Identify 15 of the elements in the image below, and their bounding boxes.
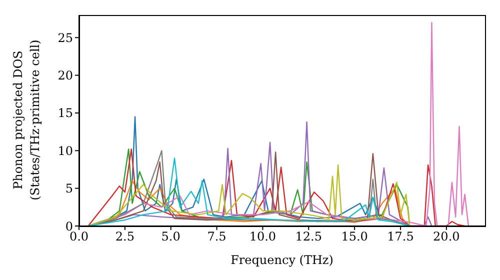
x-tick-label: 12.5 <box>295 230 322 244</box>
x-tick-label: 15.0 <box>341 230 368 244</box>
x-tick-label: 7.5 <box>207 230 226 244</box>
x-axis-title: Frequency (THz) <box>230 253 334 267</box>
y-tick-label: 10 <box>58 144 73 158</box>
x-tick-label: 10.0 <box>249 230 276 244</box>
y-tick-label: 20 <box>58 68 73 83</box>
x-tick-label: 5.0 <box>161 230 180 244</box>
y-tick-label: 25 <box>58 30 73 45</box>
y-axis-title: Phonon projected DOS (States/THz·primitive cell) <box>11 40 42 200</box>
y-tick-label: 15 <box>58 106 73 120</box>
x-tick-label: 17.5 <box>387 230 414 244</box>
y-tick-label: 5 <box>65 182 73 196</box>
x-tick-label: 20.0 <box>433 230 460 244</box>
x-tick-label: 2.5 <box>115 230 134 244</box>
